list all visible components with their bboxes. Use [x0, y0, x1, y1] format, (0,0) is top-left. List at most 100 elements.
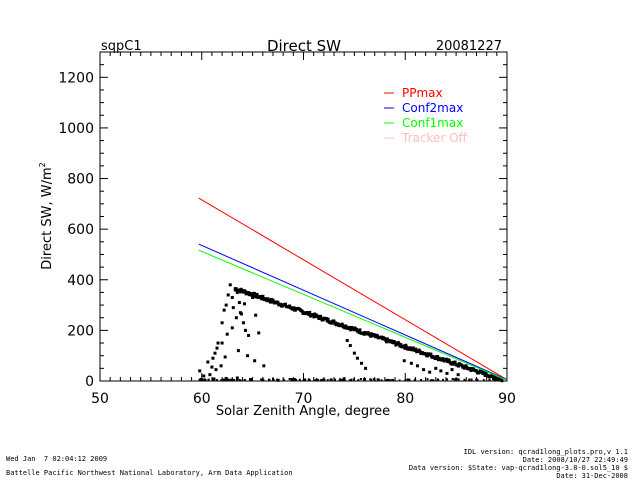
scatter-point [238, 290, 242, 294]
scatter-point [442, 378, 445, 381]
scatter-point [258, 295, 262, 299]
scatter-point [484, 371, 488, 375]
scatter-point [334, 321, 338, 325]
scatter-point [253, 359, 257, 363]
date-label: 20081227 [436, 39, 502, 54]
scatter-point [308, 310, 312, 314]
scatter-point [329, 378, 332, 381]
scatter-point [349, 328, 353, 332]
scatter-point [499, 377, 503, 381]
scatter-point [482, 372, 486, 376]
scatter-point [317, 317, 321, 321]
scatter-point [414, 378, 417, 381]
scatter-point [326, 317, 330, 321]
scatter-point [405, 345, 409, 349]
scatter-point [415, 364, 419, 368]
scatter-point [434, 356, 438, 360]
scatter-point [291, 378, 295, 382]
scatter-point [320, 379, 323, 382]
scatter-point [451, 362, 455, 366]
scatter-point [271, 298, 275, 302]
scatter-point [251, 295, 255, 299]
scatter-point [385, 337, 389, 341]
scatter-point [366, 331, 370, 335]
scatter-point [426, 378, 429, 381]
scatter-point [206, 360, 210, 364]
scatter-point [501, 379, 504, 382]
scatter-point [351, 326, 355, 330]
scatter-point [384, 338, 388, 342]
scatter-point [352, 328, 356, 332]
scatter-point [288, 304, 292, 308]
x-tick-label: 90 [498, 391, 516, 407]
scatter-point [462, 366, 466, 370]
scatter-point [483, 373, 487, 377]
scatter-point [272, 379, 275, 382]
scatter-point [266, 297, 270, 301]
y-axis: 0 200 400 600 800 1000 1200 [58, 51, 507, 390]
scatter-point [377, 378, 380, 381]
scatter-point [355, 328, 359, 332]
scatter-point [276, 301, 280, 305]
scatter-point [253, 292, 257, 296]
scatter-point [290, 378, 293, 381]
scatter-point [413, 379, 416, 382]
scatter-point [224, 376, 228, 380]
y-tick-label: 1000 [58, 121, 94, 137]
scatter-point [475, 378, 478, 381]
scatter-point [220, 341, 224, 345]
scatter-point [212, 377, 216, 381]
scatter-point [311, 313, 315, 317]
scatter-point [489, 375, 493, 379]
scatter-point [385, 379, 388, 382]
scatter-point [408, 379, 411, 382]
scatter-point [219, 364, 223, 368]
scatter-point [398, 379, 401, 382]
scatter-point [406, 378, 409, 381]
scatter-point [432, 355, 436, 359]
scatter-point [357, 330, 361, 334]
legend-label: Conf2max [402, 101, 463, 115]
scatter-point [203, 379, 206, 382]
series-line-ppmax [198, 197, 508, 381]
scatter-point [257, 331, 261, 335]
scatter-point [344, 324, 348, 328]
scatter-point [445, 357, 449, 361]
y-tick-label: 0 [85, 374, 94, 390]
scatter-point [216, 341, 220, 345]
scatter-point [376, 378, 379, 381]
x-tick-label: 50 [91, 391, 109, 407]
scatter-point [269, 297, 273, 301]
scatter-point [306, 311, 310, 315]
scatter-point [422, 368, 426, 372]
scatter-point [210, 365, 214, 369]
scatter-point [355, 356, 359, 360]
scatter-point [468, 367, 472, 371]
scatter-point [230, 326, 234, 330]
scatter-point [348, 326, 352, 330]
scatter-point [455, 379, 458, 382]
scatter-point [333, 378, 336, 381]
footer-idl-date: Date: 2008/10/27 22:49:49 [522, 456, 628, 464]
scatter-point [235, 379, 238, 382]
scatter-point [456, 364, 460, 368]
scatter-point [492, 375, 496, 379]
y-tick-label: 400 [67, 273, 94, 289]
scatter-point [397, 342, 401, 346]
scatter-point [238, 288, 242, 292]
scatter-point [247, 291, 251, 295]
scatter-point [254, 294, 258, 298]
scatter-point [216, 379, 219, 382]
x-tick-label: 60 [193, 391, 211, 407]
footer-org: Battelle Pacific Northwest National Labo… [6, 469, 293, 477]
scatter-point [225, 332, 229, 336]
scatter-point [383, 337, 387, 341]
scatter-point [300, 309, 304, 313]
scatter-point [224, 303, 228, 307]
scatter-point [307, 313, 311, 317]
scatter-point [340, 379, 343, 382]
scatter-point [464, 364, 468, 368]
scatter-point [343, 326, 347, 330]
